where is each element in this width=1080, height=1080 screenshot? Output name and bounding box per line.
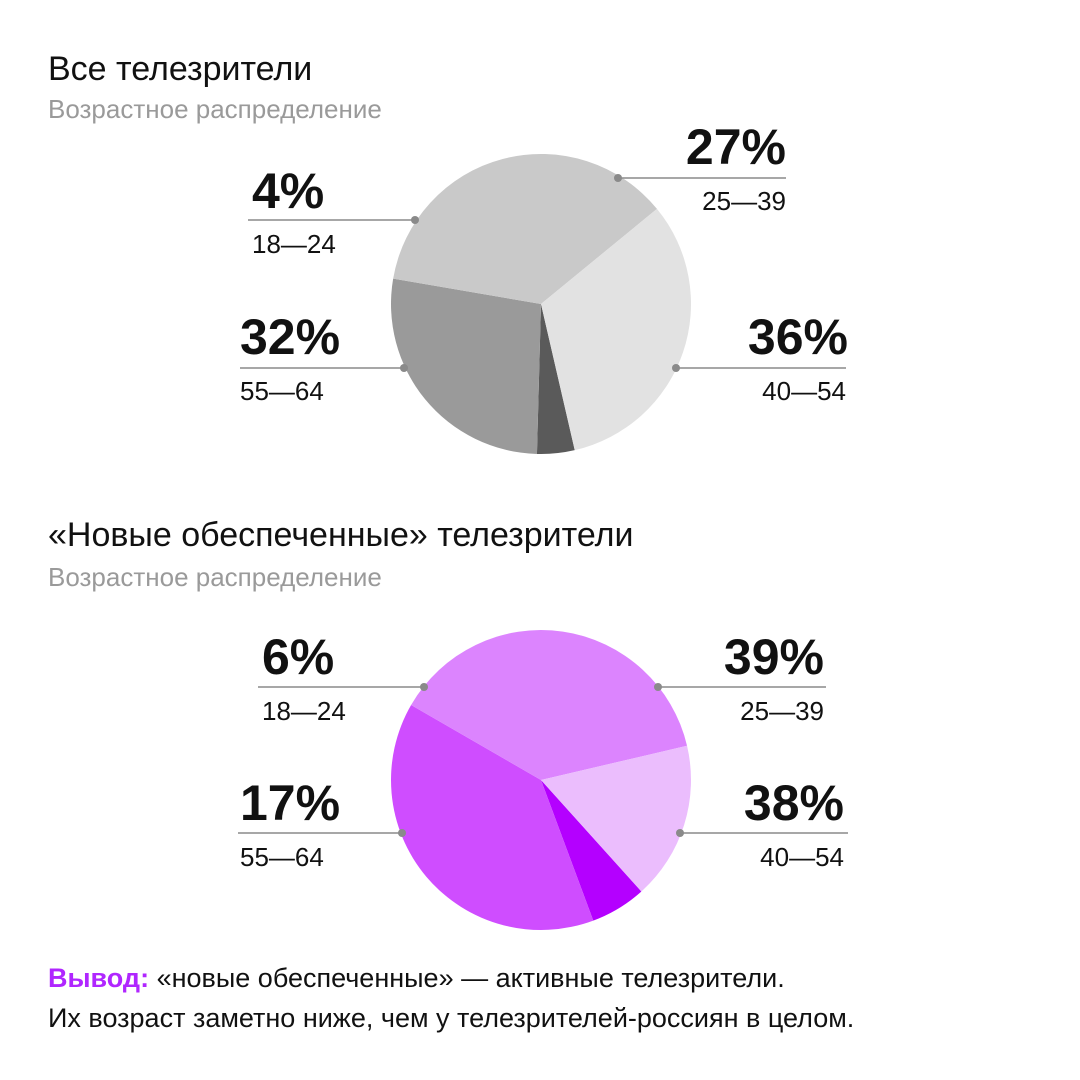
pie-slice-55-64 [541, 208, 692, 451]
chart-1-title: Все телезрители [48, 50, 313, 88]
leader-dot-18-24 [411, 216, 419, 224]
pct-label-55-64: 32% [240, 309, 340, 365]
pct-label-25-39: 27% [686, 119, 786, 175]
conclusion-label: Вывод: [48, 963, 150, 993]
age-label-40-54: 40—54 [760, 842, 844, 872]
chart-1-pie: 4% 18—24 27% 25—39 36% 40—54 32% 55—64 [240, 119, 848, 455]
conclusion-text: Вывод: «новые обеспеченные» — активные т… [48, 958, 854, 1038]
pie-slice-40-54 [393, 154, 657, 304]
pct-label-40-54: 36% [748, 309, 848, 365]
chart-2-title: «Новые обеспеченные» телезрители [48, 516, 634, 554]
pct-label-40-54: 38% [744, 775, 844, 831]
pie-slice-18-24 [541, 780, 642, 921]
age-label-55-64: 55—64 [240, 376, 324, 406]
pie-slice-25-39 [391, 278, 541, 454]
chart-2-subtitle: Возрастное распределение [48, 562, 382, 592]
pie-slice-40-54 [411, 630, 688, 780]
age-label-25-39: 25—39 [702, 186, 786, 216]
pct-label-55-64: 17% [240, 775, 340, 831]
age-label-55-64: 55—64 [240, 842, 324, 872]
leader-dot-55-64 [400, 364, 408, 372]
leader-dot-40-54 [676, 829, 684, 837]
leader-dot-25-39 [654, 683, 662, 691]
age-label-18-24: 18—24 [262, 696, 346, 726]
pie-slice-18-24 [536, 304, 575, 455]
pct-label-18-24: 6% [262, 629, 334, 685]
leader-dot-18-24 [420, 683, 428, 691]
pct-label-18-24: 4% [252, 163, 324, 219]
age-label-25-39: 25—39 [740, 696, 824, 726]
pct-label-25-39: 39% [724, 629, 824, 685]
chart-1-subtitle: Возрастное распределение [48, 94, 382, 124]
age-label-40-54: 40—54 [762, 376, 846, 406]
conclusion-line-1: «новые обеспеченные» — активные телезрит… [156, 963, 785, 993]
chart-2-pie: 6% 18—24 39% 25—39 38% 40—54 17% 55—64 [238, 629, 848, 930]
leader-dot-40-54 [672, 364, 680, 372]
leader-dot-55-64 [398, 829, 406, 837]
pie-slice-55-64 [541, 745, 692, 892]
age-label-18-24: 18—24 [252, 229, 336, 259]
pie-slice-25-39 [391, 705, 594, 930]
conclusion-line-2: Их возраст заметно ниже, чем у телезрите… [48, 1003, 855, 1033]
leader-dot-25-39 [614, 174, 622, 182]
